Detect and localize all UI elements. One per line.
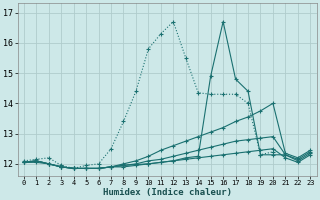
X-axis label: Humidex (Indice chaleur): Humidex (Indice chaleur) <box>103 188 232 197</box>
